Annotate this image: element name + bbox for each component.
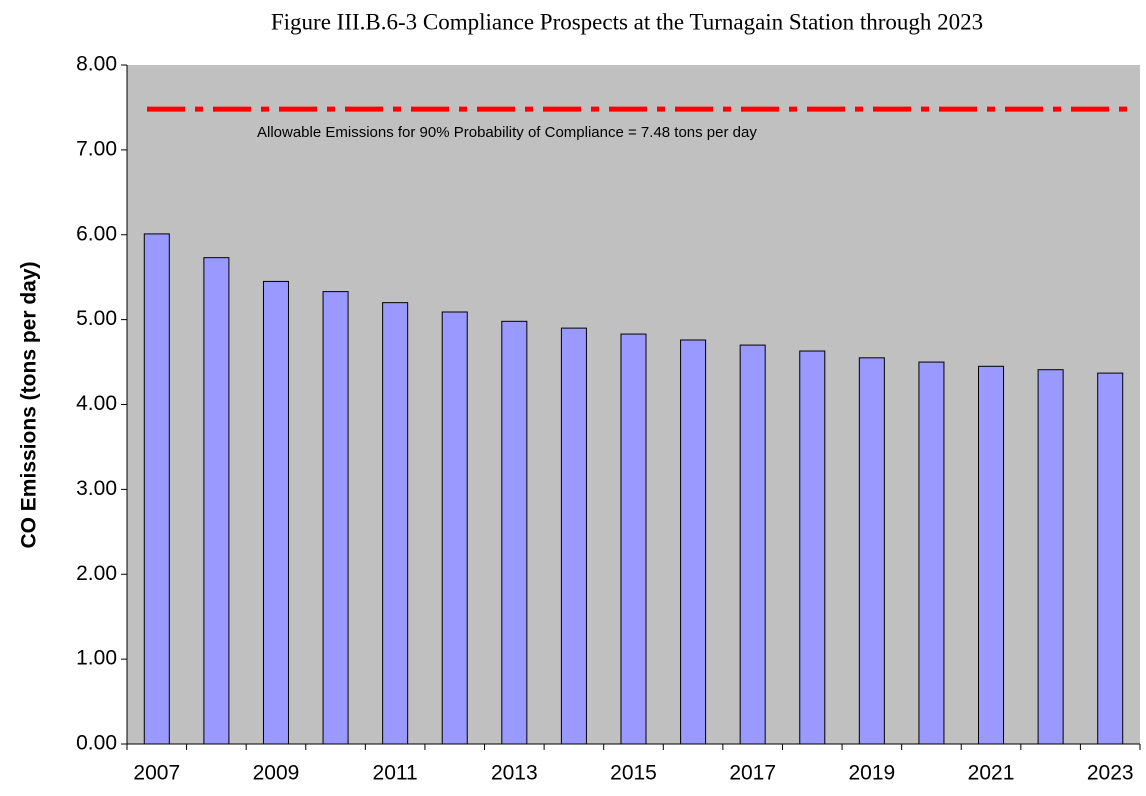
y-tick-label: 6.00 xyxy=(76,222,117,245)
y-tick-label: 3.00 xyxy=(76,477,117,500)
y-tick-label: 8.00 xyxy=(76,53,117,76)
x-tick-label: 2013 xyxy=(491,762,538,785)
chart-title: Figure III.B.6-3 Compliance Prospects at… xyxy=(271,9,983,34)
bar xyxy=(441,311,468,745)
bar xyxy=(382,302,409,745)
x-tick-label: 2021 xyxy=(968,762,1015,785)
x-tick-label: 2009 xyxy=(253,762,300,785)
bar xyxy=(799,350,826,745)
bar xyxy=(739,344,766,745)
bar xyxy=(203,257,230,745)
x-tick-label: 2023 xyxy=(1087,762,1134,785)
y-tick-label: 4.00 xyxy=(76,392,117,415)
x-tick-label: 2007 xyxy=(133,762,180,785)
bar xyxy=(1097,372,1124,745)
x-tick-label: 2015 xyxy=(610,762,657,785)
bar xyxy=(501,320,528,745)
bar xyxy=(918,361,945,745)
x-tick-label: 2011 xyxy=(373,762,418,785)
bar xyxy=(560,327,587,745)
bar xyxy=(620,333,647,745)
bar xyxy=(322,291,349,745)
y-tick-label: 5.00 xyxy=(76,307,117,330)
bar xyxy=(978,365,1005,745)
bar xyxy=(1037,369,1064,745)
bar xyxy=(143,233,170,745)
y-tick-label: 7.00 xyxy=(76,137,117,160)
x-tick-label: 2017 xyxy=(729,762,776,785)
bar xyxy=(262,280,289,745)
y-axis-label: CO Emissions (tons per day) xyxy=(18,261,41,548)
y-tick-label: 0.00 xyxy=(76,732,117,755)
annotation: Allowable Emissions for 90% Probability … xyxy=(257,124,757,141)
x-tick-label: 2019 xyxy=(848,762,895,785)
bar xyxy=(858,357,885,745)
y-tick-label: 2.00 xyxy=(76,562,117,585)
bar xyxy=(680,339,707,745)
y-tick-label: 1.00 xyxy=(76,647,117,670)
